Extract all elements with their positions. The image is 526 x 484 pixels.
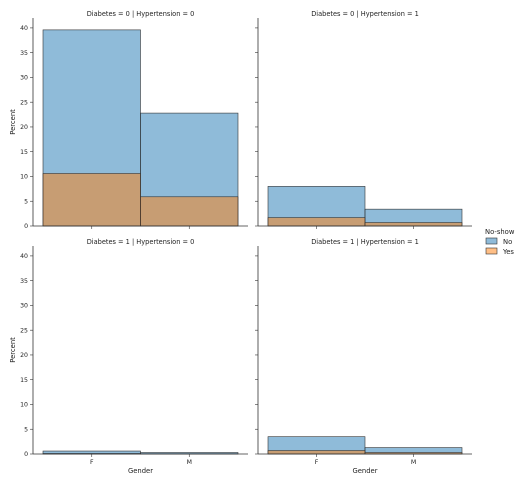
facet-panel: Diabetes = 1 | Hypertension = 1 F M Gender	[255, 238, 472, 475]
histogram-bar-yes	[140, 196, 239, 227]
y-tick-label: 30	[20, 303, 28, 310]
y-tick-label: 5	[24, 426, 28, 433]
legend-label-yes: Yes	[502, 248, 514, 256]
histogram-bar-yes	[267, 450, 366, 455]
facet-panels: Diabetes = 0 | Hypertension = 0 0 5 10 15 20 2…	[9, 10, 472, 475]
x-tick-label: M	[187, 459, 192, 466]
x-axis-label: Gender	[352, 467, 377, 475]
y-tick-label: 0	[24, 451, 28, 458]
y-tick-label: 15	[20, 377, 28, 384]
x-tick-label: F	[315, 459, 319, 466]
x-tick-label: M	[411, 459, 416, 466]
histogram-bar-yes	[364, 222, 463, 227]
y-axis-label: Percent	[9, 109, 17, 135]
y-tick-label: 15	[20, 149, 28, 156]
legend-title: No-show	[485, 228, 515, 236]
y-tick-label: 25	[20, 327, 28, 334]
y-tick-label: 20	[20, 352, 28, 359]
facet-panel: Diabetes = 0 | Hypertension = 1	[255, 10, 472, 229]
histogram-bar-yes	[267, 217, 366, 227]
y-tick-label: 10	[20, 174, 28, 181]
y-tick-label: 35	[20, 278, 28, 285]
y-tick-label: 30	[20, 75, 28, 82]
facet-panel: Diabetes = 1 | Hypertension = 0 0 5 10 15 20 2…	[9, 238, 248, 475]
legend: No-show No Yes	[485, 228, 515, 256]
facet-panel: Diabetes = 0 | Hypertension = 0 0 5 10 15 20 2…	[9, 10, 248, 230]
x-tick-label: F	[90, 459, 94, 466]
legend-swatch-yes	[485, 247, 498, 255]
facet-title: Diabetes = 1 | Hypertension = 1	[311, 238, 419, 246]
y-tick-label: 5	[24, 198, 28, 205]
legend-swatch-no	[485, 237, 498, 245]
y-tick-label: 40	[20, 253, 28, 260]
histogram-bar-yes	[42, 173, 141, 227]
legend-label-no: No	[503, 238, 512, 246]
y-tick-label: 25	[20, 99, 28, 106]
facet-title: Diabetes = 1 | Hypertension = 0	[87, 238, 195, 246]
facet-title: Diabetes = 0 | Hypertension = 1	[311, 10, 419, 18]
x-axis-label: Gender	[128, 467, 153, 475]
y-tick-label: 40	[20, 25, 28, 32]
y-tick-label: 35	[20, 50, 28, 57]
y-axis-label: Percent	[9, 337, 17, 363]
y-tick-label: 20	[20, 124, 28, 131]
facet-title: Diabetes = 0 | Hypertension = 0	[87, 10, 195, 18]
y-tick-label: 0	[24, 223, 28, 230]
y-tick-label: 10	[20, 402, 28, 409]
